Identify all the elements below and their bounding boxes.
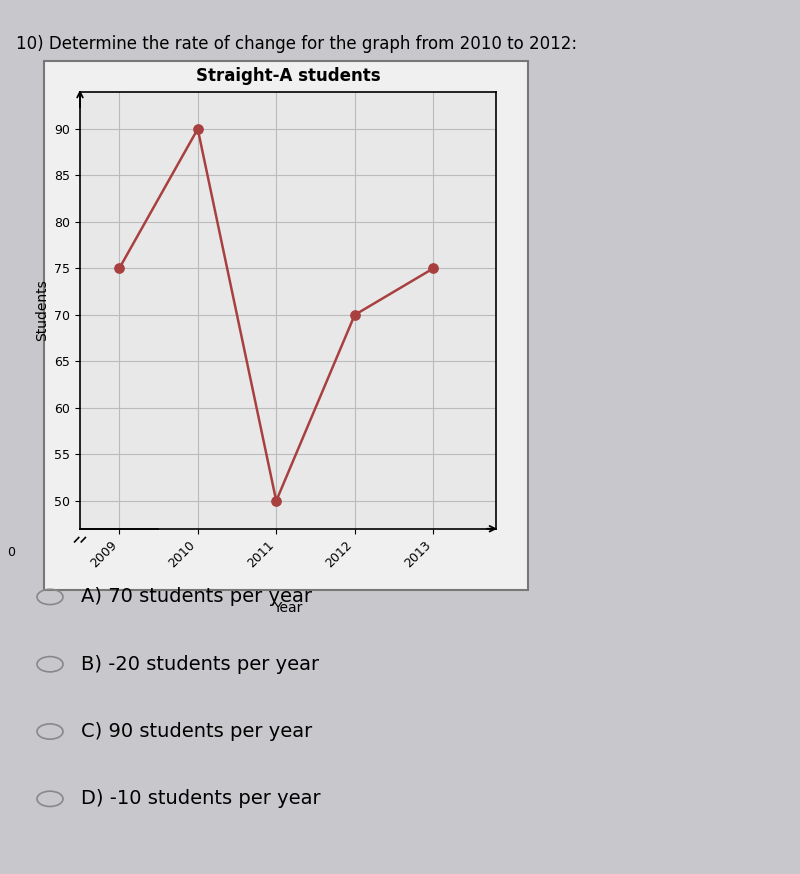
Point [270,494,282,508]
Point [191,122,204,136]
Text: D) -10 students per year: D) -10 students per year [82,789,321,808]
Title: Straight-A students: Straight-A students [196,66,380,85]
Text: 10) Determine the rate of change for the graph from 2010 to 2012:: 10) Determine the rate of change for the… [16,35,577,52]
Text: A) 70 students per year: A) 70 students per year [82,587,312,607]
Point [348,308,361,322]
Point [427,261,440,275]
Text: B) -20 students per year: B) -20 students per year [82,655,319,674]
Y-axis label: Students: Students [34,280,49,341]
Text: C) 90 students per year: C) 90 students per year [82,722,313,741]
X-axis label: Year: Year [274,600,302,614]
Point [113,261,126,275]
Text: 0: 0 [7,546,15,559]
